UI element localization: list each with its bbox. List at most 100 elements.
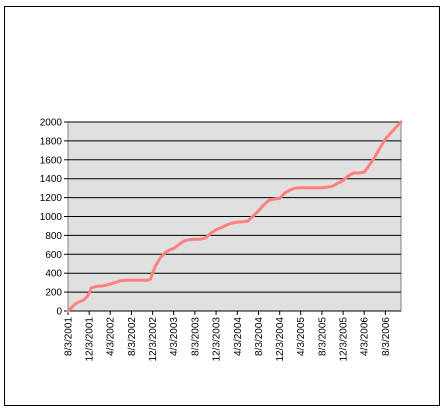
data-point xyxy=(140,279,143,282)
data-point xyxy=(95,285,98,288)
data-point xyxy=(299,186,302,189)
data-point xyxy=(346,174,350,178)
x-tick-label: 4/3/2006 xyxy=(360,317,371,356)
data-point xyxy=(85,295,89,299)
data-point xyxy=(293,186,297,190)
data-point xyxy=(172,247,175,250)
x-tick-label: 8/3/2003 xyxy=(190,317,201,356)
x-tick-label: 8/3/2004 xyxy=(254,317,265,356)
x-tick-label: 12/3/2004 xyxy=(275,317,286,362)
data-point xyxy=(357,171,360,175)
x-tick-label: 12/3/2003 xyxy=(212,317,223,362)
y-tick-label: 1200 xyxy=(40,193,63,204)
data-point xyxy=(73,303,76,306)
data-point xyxy=(105,283,109,287)
x-tick-label: 8/3/2006 xyxy=(381,317,392,356)
data-point xyxy=(119,279,122,282)
data-point xyxy=(330,185,334,188)
data-point xyxy=(135,279,138,282)
data-point xyxy=(113,281,117,284)
x-tick-label: 4/3/2005 xyxy=(296,317,307,356)
data-point xyxy=(82,298,85,302)
data-point xyxy=(378,147,381,150)
data-point xyxy=(399,120,403,124)
line-chart: 0 200 400 600 800 1000 1200 1400 1600 1800 2000 8/… xyxy=(40,118,403,362)
data-point xyxy=(314,186,318,189)
y-tick-label: 0 xyxy=(56,307,62,318)
data-point xyxy=(193,237,196,241)
chart-area: 0 200 400 600 800 1000 1200 1400 1600 1800 2000 8/… xyxy=(4,6,440,406)
data-point xyxy=(100,284,104,288)
data-point xyxy=(109,282,112,286)
x-tick-label: 4/3/2003 xyxy=(169,317,180,356)
data-point xyxy=(169,248,172,251)
data-point xyxy=(219,226,223,230)
data-point xyxy=(124,279,127,282)
data-point xyxy=(362,170,366,174)
data-point xyxy=(236,220,239,224)
data-point xyxy=(129,279,133,282)
data-point xyxy=(225,223,228,227)
data-point xyxy=(272,197,276,201)
x-tick-label: 4/3/2002 xyxy=(106,317,117,356)
data-point xyxy=(352,171,355,175)
data-point xyxy=(151,272,154,275)
x-tick-label: 8/3/2001 xyxy=(64,317,75,356)
data-point xyxy=(203,237,207,240)
data-point xyxy=(341,179,345,182)
x-tick-label: 12/3/2002 xyxy=(148,317,159,362)
data-point xyxy=(209,232,212,235)
data-point xyxy=(304,186,307,189)
data-point xyxy=(267,199,270,202)
data-point xyxy=(164,251,167,254)
data-point xyxy=(198,237,202,241)
y-tick-label: 600 xyxy=(45,250,62,261)
y-tick-label: 200 xyxy=(45,288,62,299)
data-point xyxy=(309,186,313,189)
series-group xyxy=(66,120,403,313)
y-tick-label: 800 xyxy=(45,231,62,242)
x-tick-label: 12/3/2005 xyxy=(339,317,350,362)
data-point xyxy=(278,197,281,200)
x-tick-label: 8/3/2005 xyxy=(317,317,328,356)
x-tick-label: 12/3/2001 xyxy=(85,317,96,362)
data-point xyxy=(158,256,162,260)
data-point xyxy=(187,238,191,241)
data-point xyxy=(373,156,376,160)
y-tick-label: 1800 xyxy=(40,136,63,147)
y-axis: 0 200 400 600 800 1000 1200 1400 1600 1800 2000 xyxy=(40,118,68,318)
data-point xyxy=(257,209,260,213)
y-tick-label: 1400 xyxy=(40,174,63,185)
y-tick-label: 1600 xyxy=(40,155,63,166)
data-point xyxy=(177,243,180,247)
y-tick-label: 1000 xyxy=(40,212,63,223)
data-point xyxy=(240,220,244,223)
data-point xyxy=(214,228,218,231)
data-point xyxy=(230,221,233,225)
data-point xyxy=(90,286,93,290)
data-point xyxy=(251,215,254,218)
data-point xyxy=(336,182,339,185)
data-point xyxy=(389,132,392,135)
data-point xyxy=(325,186,329,189)
data-point xyxy=(88,291,91,295)
data-point xyxy=(283,191,286,195)
data-point xyxy=(384,137,387,141)
data-point xyxy=(246,220,249,223)
data-point xyxy=(145,279,149,282)
data-point xyxy=(182,239,186,243)
data-point xyxy=(154,264,157,267)
x-tick-label: 4/3/2004 xyxy=(233,317,244,356)
data-point xyxy=(69,306,73,310)
data-point xyxy=(394,126,397,129)
data-point xyxy=(262,203,265,207)
data-point xyxy=(367,164,371,167)
x-tick-label: 8/3/2002 xyxy=(127,317,138,356)
data-point xyxy=(288,188,292,192)
x-axis: 8/3/2001 12/3/2001 4/3/2002 8/3/2002 12/3/20… xyxy=(64,310,401,362)
data-point xyxy=(320,186,324,189)
data-point xyxy=(77,300,81,304)
data-point xyxy=(149,278,152,281)
y-tick-label: 2000 xyxy=(40,118,63,129)
y-tick-label: 400 xyxy=(45,269,62,280)
